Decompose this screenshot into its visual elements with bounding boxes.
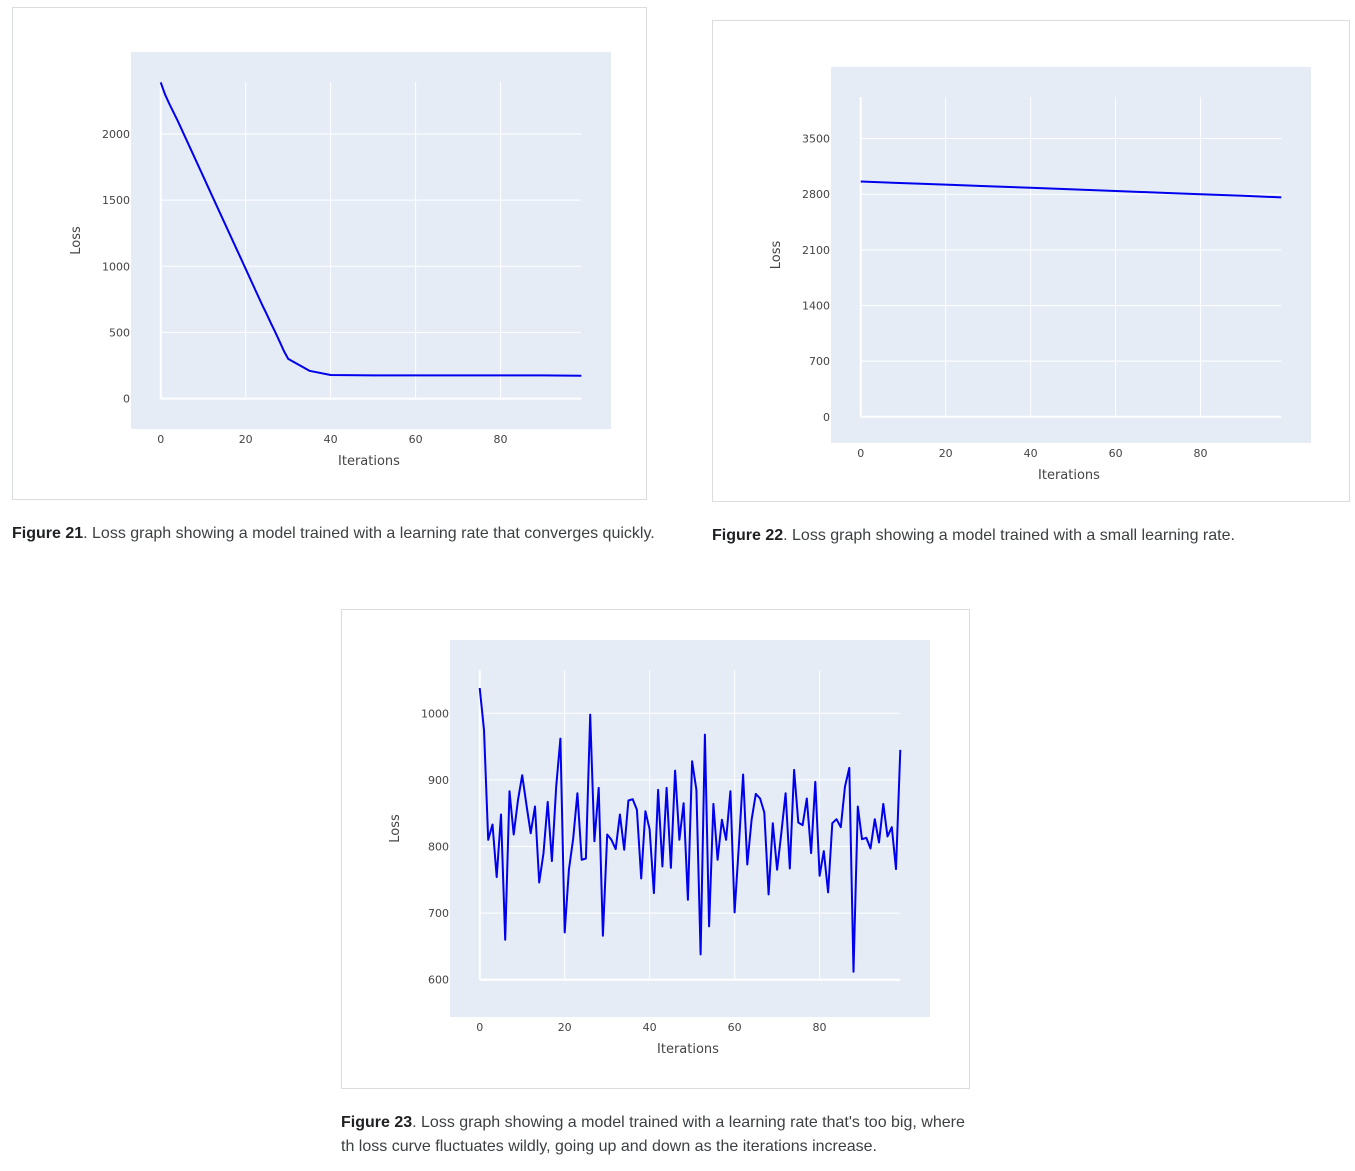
fig21-y-tick-label: 1000 <box>102 260 130 273</box>
figure-21-caption-text: . Loss graph showing a model trained wit… <box>83 525 655 542</box>
fig23-x-tick-label: 60 <box>728 1021 742 1034</box>
fig22-y-tick-label: 0 <box>823 411 830 424</box>
figure-21-caption-label: Figure 21 <box>12 525 84 542</box>
figure-23-caption-label: Figure 23 <box>341 1114 413 1131</box>
fig23-x-tick-label: 20 <box>558 1021 572 1034</box>
fig22-y-tick-label: 2800 <box>802 188 830 201</box>
fig22-y-tick-label: 2100 <box>802 244 830 257</box>
figure-21-chart: 0 20 40 60 80 0 500 1000 1500 2000 Iterations Loss <box>12 7 647 500</box>
figure-22-caption-label: Figure 22 <box>712 527 784 544</box>
figure-23-svg: 0 20 40 60 80 600 700 800 900 1000 Iterations Loss <box>388 640 930 1057</box>
fig23-x-tick-label: 40 <box>643 1021 657 1034</box>
fig23-x-axis-label: Iterations <box>657 1042 719 1057</box>
figure-22-svg: 0 20 40 60 80 0 700 1400 2100 2800 3500 Iterations L… <box>769 67 1311 483</box>
fig23-y-tick-label: 900 <box>428 774 449 787</box>
fig21-x-axis-label: Iterations <box>338 454 400 469</box>
fig21-x-tick-label: 20 <box>239 433 253 446</box>
fig23-loss-line <box>478 687 902 973</box>
fig23-y-tick-label: 700 <box>428 907 449 920</box>
fig22-y-tick-label: 700 <box>809 355 830 368</box>
fig21-x-tick-label: 80 <box>494 433 508 446</box>
fig21-y-tick-label: 1500 <box>102 194 130 207</box>
fig23-y-tick-label: 800 <box>428 840 449 853</box>
fig21-plot-area <box>131 52 611 429</box>
fig21-x-tick-label: 40 <box>324 433 338 446</box>
fig23-x-tick-label: 80 <box>813 1021 827 1034</box>
fig22-loss-line <box>860 180 1282 199</box>
fig23-y-tick-label: 1000 <box>421 707 449 720</box>
fig22-x-tick-label: 0 <box>857 447 864 460</box>
fig21-loss-line <box>159 82 582 377</box>
fig23-y-tick-label: 600 <box>428 974 449 987</box>
fig22-y-axis-label: Loss <box>769 241 784 270</box>
fig21-y-tick-label: 2000 <box>102 128 130 141</box>
figure-23-caption: Figure 23. Loss graph showing a model tr… <box>341 1111 981 1159</box>
fig21-y-axis-label: Loss <box>69 226 84 255</box>
fig22-y-tick-label: 1400 <box>802 299 830 312</box>
figure-23-chart: 0 20 40 60 80 600 700 800 900 1000 Iterations Loss <box>341 609 970 1089</box>
fig22-x-tick-label: 80 <box>1194 447 1208 460</box>
fig22-x-axis-label: Iterations <box>1038 468 1100 483</box>
fig21-x-tick-label: 60 <box>409 433 423 446</box>
figure-21-svg: 0 20 40 60 80 0 500 1000 1500 2000 Iterations Loss <box>69 52 611 469</box>
fig23-y-axis-label: Loss <box>388 814 403 843</box>
figure-21-caption: Figure 21. Loss graph showing a model tr… <box>12 522 672 546</box>
fig23-x-tick-label: 0 <box>476 1021 483 1034</box>
figure-22-caption: Figure 22. Loss graph showing a model tr… <box>712 524 1352 548</box>
figure-23-caption-text: . Loss graph showing a model trained wit… <box>341 1114 965 1155</box>
figure-22-chart: 0 20 40 60 80 0 700 1400 2100 2800 3500 Iterations L… <box>712 20 1350 502</box>
fig21-y-tick-label: 500 <box>109 326 130 339</box>
fig21-x-tick-label: 0 <box>157 433 164 446</box>
fig22-x-tick-label: 60 <box>1109 447 1123 460</box>
fig22-plot-area <box>831 67 1311 443</box>
fig21-y-tick-label: 0 <box>123 393 130 406</box>
fig22-x-tick-label: 20 <box>939 447 953 460</box>
figure-22-caption-text: . Loss graph showing a model trained wit… <box>783 527 1235 544</box>
fig22-y-tick-label: 3500 <box>802 133 830 146</box>
fig22-x-tick-label: 40 <box>1024 447 1038 460</box>
